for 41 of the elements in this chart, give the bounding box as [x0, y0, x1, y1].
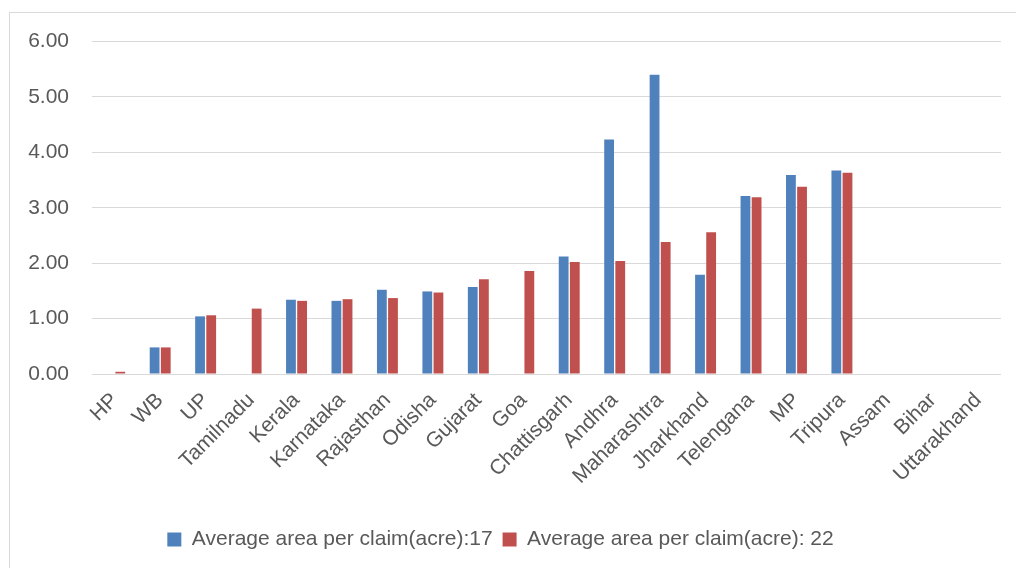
bar: [842, 172, 853, 374]
bar: [615, 260, 626, 374]
bar: [695, 274, 705, 374]
bar: [751, 197, 762, 374]
y-tick-label: 2.00: [28, 249, 69, 273]
legend-label: Average area per claim(acre): 22: [527, 526, 834, 550]
legend-label: Average area per claim(acre):17: [191, 526, 493, 550]
bar: [740, 196, 751, 374]
bar: [706, 232, 717, 374]
x-tick-label: HP: [84, 387, 122, 425]
bar: [342, 299, 353, 374]
bar: [195, 316, 205, 374]
y-tick-label: 5.00: [28, 83, 69, 107]
bar: [524, 270, 535, 374]
bar: [569, 262, 580, 374]
bar: [467, 287, 478, 374]
bar: [388, 298, 398, 374]
bar: [149, 347, 160, 374]
bar: [331, 300, 342, 374]
bar: [797, 186, 807, 374]
y-tick-label: 0.00: [28, 360, 69, 384]
bar: [660, 242, 671, 374]
bar: [206, 315, 217, 374]
y-tick-label: 6.00: [28, 28, 69, 52]
bar: [376, 289, 387, 374]
x-tick-label: WB: [126, 387, 168, 428]
y-tick-label: 4.00: [28, 139, 69, 163]
bar: [286, 299, 296, 374]
bar: [478, 279, 489, 374]
bar: [422, 291, 433, 374]
bar: [251, 308, 262, 374]
y-tick-label: 3.00: [28, 194, 69, 218]
bar: [649, 74, 660, 374]
bar: [831, 170, 842, 374]
y-tick-label: 1.00: [28, 305, 69, 329]
bar: [558, 256, 569, 374]
bar: [433, 292, 444, 374]
bar: [604, 139, 615, 374]
bar: [160, 347, 171, 374]
bar: [297, 300, 307, 374]
bar: [786, 175, 796, 374]
